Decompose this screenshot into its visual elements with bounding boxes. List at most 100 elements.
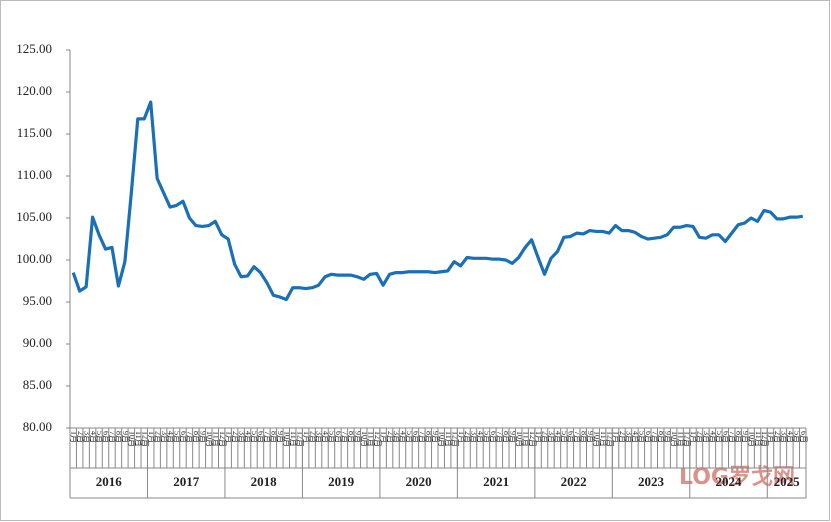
x-tick-label: 3月 (780, 431, 789, 443)
year-label: 2025 (774, 474, 801, 489)
x-tick-label: 9月 (431, 431, 440, 443)
year-label: 2019 (328, 474, 355, 489)
x-tick-label: 3月 (82, 431, 91, 443)
x-tick-label: 4月 (631, 431, 640, 443)
x-tick-label: 6月 (721, 431, 730, 443)
year-label: 2016 (96, 474, 123, 489)
x-tick-label: 5月 (173, 431, 182, 443)
x-tick-label: 9月 (276, 431, 285, 443)
y-tick-label: 100.00 (16, 251, 52, 266)
y-tick-label: 115.00 (17, 125, 52, 140)
x-tick-label: 6月 (644, 431, 653, 443)
year-label: 2024 (716, 474, 743, 489)
x-tick-label: 9月 (663, 431, 672, 443)
x-tick-label: 4月 (166, 431, 175, 443)
x-tick-label: 2月 (541, 431, 550, 443)
x-tick-label: 8月 (347, 431, 356, 443)
x-tick-label: 10月 (127, 431, 136, 447)
x-tick-label: 12月 (218, 431, 227, 447)
x-tick-label: 6月 (179, 431, 188, 443)
x-tick-label: 1月 (457, 431, 466, 443)
x-tick-label: 6月 (257, 431, 266, 443)
x-tick-label: 12月 (450, 431, 459, 447)
x-tick-label: 6月 (412, 431, 421, 443)
x-tick-label: 1月 (224, 431, 233, 443)
x-tick-label: 3月 (392, 431, 401, 443)
x-tick-label: 11月 (444, 431, 453, 447)
x-tick-label: 8月 (579, 431, 588, 443)
x-tick-label: 7月 (573, 431, 582, 443)
x-tick-label: 11月 (676, 431, 685, 447)
x-tick-label: 11月 (134, 431, 143, 447)
x-tick-label: 2月 (773, 431, 782, 443)
x-tick-label: 8月 (502, 431, 511, 443)
x-tick-label: 5月 (250, 431, 259, 443)
x-tick-label: 7月 (108, 431, 117, 443)
x-tick-label: 1月 (534, 431, 543, 443)
x-tick-label: 2月 (76, 431, 85, 443)
x-tick-label: 12月 (605, 431, 614, 447)
watermark: LOG罗戈网 (679, 465, 795, 490)
x-tick-label: 4月 (554, 431, 563, 443)
x-tick-label: 4月 (786, 431, 795, 443)
year-label: 2020 (406, 474, 432, 489)
x-tick-label: 8月 (192, 431, 201, 443)
year-label: 2022 (561, 474, 587, 489)
x-tick-label: 4月 (399, 431, 408, 443)
x-tick-label: 7月 (341, 431, 350, 443)
x-tick-label: 7月 (418, 431, 427, 443)
x-tick-label: 7月 (186, 431, 195, 443)
x-tick-label: 4月 (476, 431, 485, 443)
x-tick-label: 11月 (754, 431, 763, 447)
data-line (71, 100, 803, 302)
x-tick-label: 1月 (689, 431, 698, 443)
x-tick-label: 5月 (638, 431, 647, 443)
x-tick-label: 6月 (567, 431, 576, 443)
x-tick-label: 5月 (95, 431, 104, 443)
x-tick-label: 11月 (521, 431, 530, 447)
y-tick-label: 105.00 (16, 209, 52, 224)
x-tick-label: 9月 (199, 431, 208, 443)
x-tick-label: 2月 (153, 431, 162, 443)
x-tick-label: 2月 (618, 431, 627, 443)
x-tick-label: 12月 (683, 431, 692, 447)
x-tick-label: 9月 (508, 431, 517, 443)
x-tick-label: 1月 (69, 431, 78, 443)
x-tick-label: 10月 (360, 431, 369, 447)
x-tick-label: 10月 (437, 431, 446, 447)
x-tick-label: 11月 (366, 431, 375, 447)
x-tick-label: 11月 (289, 431, 298, 447)
x-tick-label: 2月 (696, 431, 705, 443)
x-tick-label: 3月 (315, 431, 324, 443)
year-label: 2018 (251, 474, 278, 489)
y-tick-label: 80.00 (23, 419, 52, 434)
x-tick-label: 8月 (657, 431, 666, 443)
y-tick-label: 85.00 (23, 377, 52, 392)
x-tick-label: 9月 (353, 431, 362, 443)
y-tick-label: 95.00 (23, 293, 52, 308)
year-label: 2021 (483, 474, 509, 489)
year-label: 2023 (638, 474, 665, 489)
x-tick-label: 9月 (586, 431, 595, 443)
x-tick-label: 12月 (295, 431, 304, 447)
x-tick-label: 12月 (528, 431, 537, 447)
x-tick-label: 9月 (121, 431, 130, 443)
x-tick-label: 10月 (670, 431, 679, 447)
x-tick-label: 8月 (115, 431, 124, 443)
x-tick-label: 4月 (321, 431, 330, 443)
x-tick-label: 10月 (282, 431, 291, 447)
y-tick-label: 90.00 (23, 335, 52, 350)
x-tick-label: 4月 (244, 431, 253, 443)
x-tick-label: 5月 (792, 431, 801, 443)
x-tick-label: 1月 (767, 431, 776, 443)
x-tick-label: 8月 (270, 431, 279, 443)
x-tick-label: 5月 (483, 431, 492, 443)
x-tick-label: 10月 (747, 431, 756, 447)
x-tick-label: 5月 (560, 431, 569, 443)
x-tick-label: 3月 (625, 431, 634, 443)
x-tick-label: 4月 (89, 431, 98, 443)
x-tick-label: 5月 (405, 431, 414, 443)
x-tick-label: 2月 (308, 431, 317, 443)
x-tick-label: 3月 (702, 431, 711, 443)
x-tick-label: 3月 (160, 431, 169, 443)
